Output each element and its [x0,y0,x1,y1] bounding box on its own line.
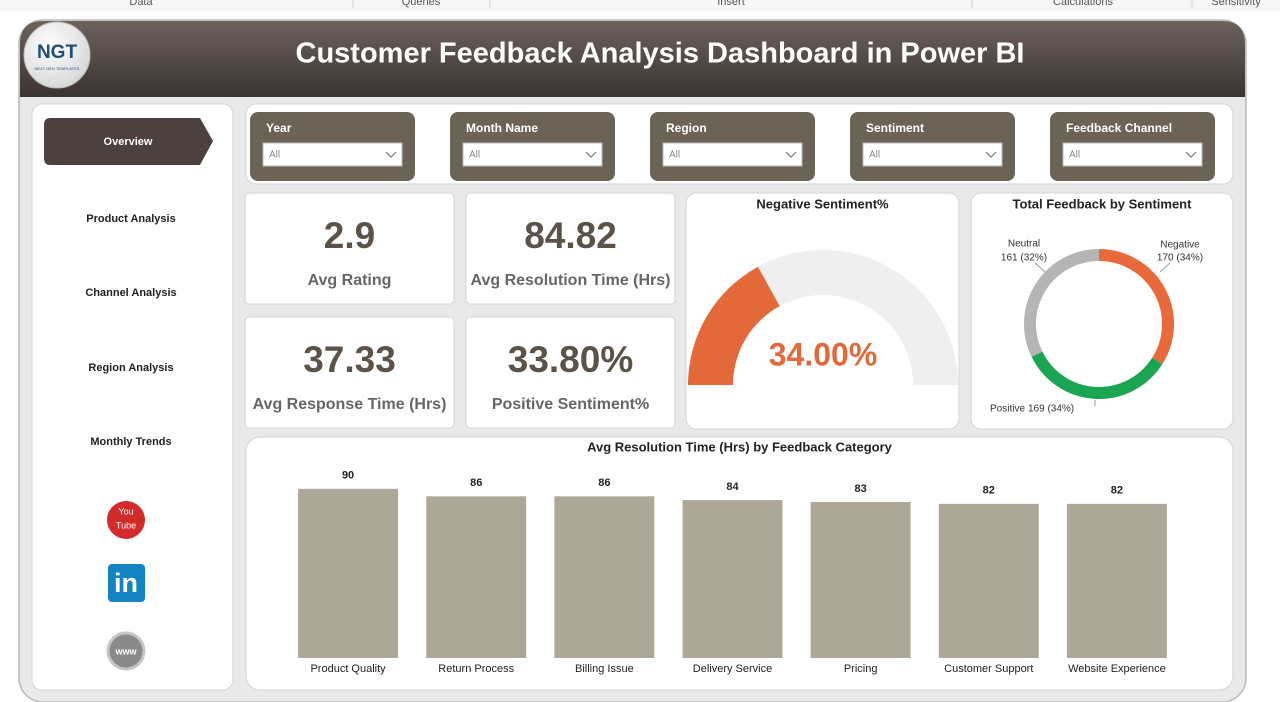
kpi-card [465,192,676,305]
x-tick-label: Website Experience [1068,663,1166,675]
bar-value-label: 86 [598,477,610,489]
chart-title: Total Feedback by Sentiment [1013,196,1193,211]
bar-value-label: 83 [855,483,867,495]
kpi-value: 33.80% [508,339,634,380]
bar[interactable] [554,496,655,658]
leader-line [1159,262,1171,273]
filter-value: All [869,150,880,161]
linkedin-text: in [114,568,138,598]
leader-line [1034,262,1046,273]
ribbon-tab[interactable]: Data [129,0,153,8]
donut-segment [1098,249,1174,365]
x-tick-label: Product Quality [310,663,386,675]
kpi-label: Avg Rating [308,272,392,289]
filter-dropdown[interactable] [662,142,803,167]
bar-value-label: 84 [726,481,739,493]
donut-value-label: 161 (32%) [1001,253,1047,264]
linkedin-icon[interactable] [108,564,145,602]
filter-dropdown[interactable] [262,142,403,167]
nav-item[interactable]: Monthly Trends [90,436,171,448]
bar-value-label: 82 [983,485,995,497]
youtube-text: Tube [116,520,136,530]
bar[interactable] [682,500,783,658]
ribbon-bar [0,0,1280,11]
filter-chevron [785,151,797,158]
filter-dropdown[interactable] [1062,142,1203,167]
kpi-card [244,316,455,429]
donut-value-label: 170 (34%) [1157,253,1203,264]
nav-active[interactable] [44,118,213,165]
x-tick-label: Return Process [438,663,514,675]
donut-category: Neutral [1008,239,1040,250]
web-icon[interactable] [106,631,146,671]
x-tick-label: Billing Issue [575,663,634,675]
filter-chevron [1185,151,1197,158]
ribbon-tab[interactable]: Sensitivity [1211,0,1261,8]
nav-panel [31,103,234,691]
filter-chevron [985,151,997,158]
title: Customer Feedback Analysis Dashboard in … [296,38,1025,70]
filter-dropdown[interactable] [462,142,603,167]
x-tick-label: Pricing [844,663,878,675]
filter-label: Feedback Channel [1066,121,1172,135]
nav-item[interactable]: Overview [104,136,153,148]
bar[interactable] [426,496,527,658]
chart-title: Negative Sentiment% [756,196,889,211]
bar[interactable] [938,503,1039,658]
kpi-label: Avg Response Time (Hrs) [253,396,447,413]
logo-text: NGT [37,42,78,63]
gauge-label: 34.00% [769,336,878,372]
bar[interactable] [298,488,399,658]
donut-category: Negative [1160,240,1200,251]
nav-item[interactable]: Channel Analysis [85,287,176,299]
youtube-icon[interactable] [107,501,145,539]
logo [23,21,91,89]
nav-item[interactable]: Region Analysis [88,362,173,374]
filter-chevron [585,151,597,158]
donut-panel [970,192,1234,430]
bar-value-label: 82 [1111,485,1123,497]
kpi-card [244,192,455,305]
x-tick-label: Customer Support [944,663,1033,675]
filter-value: All [469,150,480,161]
filter-label: Month Name [466,121,538,135]
kpi-value: 37.33 [303,339,396,380]
logo-subtext: NEXT GEN TEMPLATES [35,66,80,71]
filter-value: All [269,150,280,161]
kpi-label: Avg Resolution Time (Hrs) [470,272,670,289]
donut-value-label: 169 (34%) [1028,404,1074,415]
filter-value: All [1069,150,1080,161]
chart-title: Avg Resolution Time (Hrs) by Feedback Ca… [587,439,893,454]
bar-value-label: 90 [342,470,354,482]
donut-segment [1024,249,1100,357]
nav-item[interactable]: Product Analysis [86,213,175,225]
gauge-value [688,266,780,385]
kpi-card [465,316,676,429]
bar-value-label: 86 [470,477,482,489]
donut-segment [1031,351,1163,399]
header [20,21,1245,97]
ribbon-tab[interactable]: Queries [402,0,441,8]
kpi-value: 2.9 [324,215,375,256]
donut-category: Positive [990,404,1025,415]
filter-label: Region [666,121,707,135]
filter-label: Year [266,121,292,135]
bar[interactable] [1066,503,1167,658]
filter-label: Sentiment [866,121,924,135]
youtube-text: You [118,506,133,516]
web-text: www [114,646,137,656]
ribbon-tab[interactable]: Insert [717,0,745,8]
filter-chevron [385,151,397,158]
gauge-panel [685,192,960,430]
filter-dropdown[interactable] [862,142,1003,167]
kpi-value: 84.82 [524,215,617,256]
bar[interactable] [810,501,911,658]
filter-value: All [669,150,680,161]
x-tick-label: Delivery Service [693,663,772,675]
ribbon-tab[interactable]: Calculations [1053,0,1113,8]
kpi-label: Positive Sentiment% [492,396,649,413]
